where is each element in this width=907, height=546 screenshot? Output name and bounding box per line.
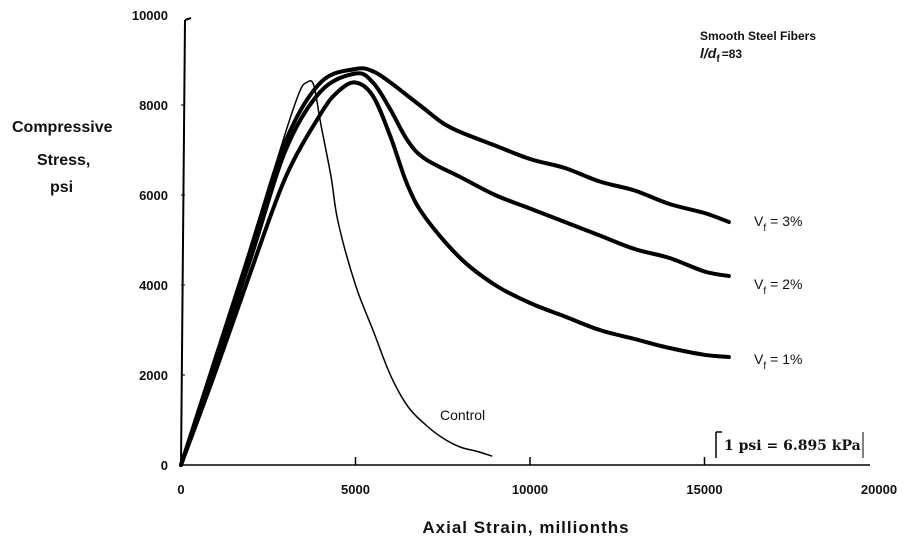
y-tick-label: 4000 bbox=[139, 278, 168, 293]
series-lines bbox=[179, 66, 731, 467]
fiber-ratio-sub: f bbox=[716, 54, 720, 65]
vf3-label-main: V bbox=[754, 213, 764, 229]
x-tick-label: 0 bbox=[177, 482, 184, 497]
y-tick-label: 0 bbox=[161, 458, 168, 473]
fiber-ratio-main: l/d bbox=[700, 45, 717, 61]
x-tick-label: 10000 bbox=[512, 482, 548, 497]
y-tick-labels: 0 2000 4000 6000 8000 10000 bbox=[132, 8, 185, 473]
y-tick-label: 10000 bbox=[132, 8, 168, 23]
vf1-label-main: V bbox=[754, 351, 764, 367]
y-axis-label-line-1: Compressive bbox=[12, 119, 113, 136]
vf3-label-sub: f bbox=[763, 223, 766, 234]
y-axis-label-line-2: Stress, bbox=[37, 152, 90, 169]
x-axis-label: Axial Strain, millionths bbox=[422, 518, 629, 537]
y-axis bbox=[180, 19, 186, 466]
y-axis-top-hook bbox=[184, 17, 192, 21]
x-tick-label: 15000 bbox=[686, 482, 722, 497]
vf2-label-main: V bbox=[754, 276, 764, 292]
vf2-label: Vf = 2% bbox=[754, 276, 802, 297]
series-line-vf-2-curve bbox=[179, 71, 731, 467]
vf2-label-sub: f bbox=[763, 286, 766, 297]
x-tick-label: 5000 bbox=[341, 482, 370, 497]
vf3-label-value: = 3% bbox=[770, 213, 802, 229]
y-axis-label-line-3: psi bbox=[50, 179, 73, 196]
y-tick-label: 2000 bbox=[139, 368, 168, 383]
fiber-ratio-value: =83 bbox=[722, 47, 743, 61]
fiber-note-line-1: Smooth Steel Fibers bbox=[700, 29, 816, 43]
conversion-note: 1 psi = 6.895 kPa bbox=[724, 438, 861, 454]
vf3-label: Vf = 3% bbox=[754, 213, 802, 234]
vf1-label: Vf = 1% bbox=[754, 351, 802, 372]
vf1-label-sub: f bbox=[763, 361, 766, 372]
y-tick-label: 6000 bbox=[139, 188, 168, 203]
series-line-vf-3-curve bbox=[179, 66, 731, 467]
control-label: Control bbox=[440, 407, 485, 423]
vf1-label-value: = 1% bbox=[770, 351, 802, 367]
x-tick-label: 20000 bbox=[861, 482, 897, 497]
series-line-vf-1-curve bbox=[179, 80, 731, 467]
y-tick-label: 8000 bbox=[139, 98, 168, 113]
x-tick-labels: 0 5000 10000 15000 20000 bbox=[177, 457, 897, 497]
vf2-label-value: = 2% bbox=[770, 276, 802, 292]
fiber-note-line-2: l/df =83 bbox=[700, 45, 742, 65]
